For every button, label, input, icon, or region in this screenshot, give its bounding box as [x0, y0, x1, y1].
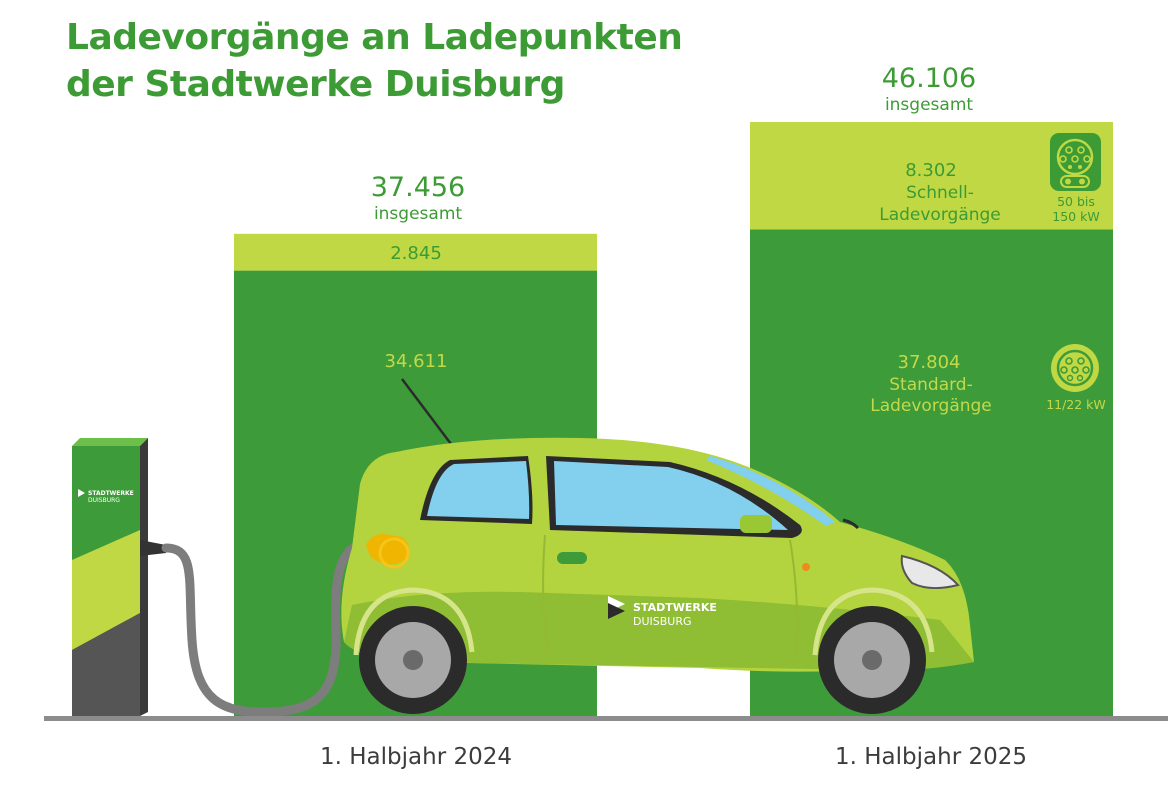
charging-station: STADTWERKE DUISBURG	[72, 438, 166, 716]
standard-value-2024: 34.611	[385, 351, 448, 372]
title-line-1: Ladevorgänge an Ladepunkten	[66, 17, 683, 58]
car-brand-line-1: STADTWERKE	[633, 601, 717, 614]
category-label-2025: 1. Halbjahr 2025	[835, 744, 1027, 770]
ccs-plug-icon	[1050, 133, 1101, 191]
standard-value-2025: 37.804	[898, 352, 961, 373]
standard-power-label: 11/22 kW	[1046, 397, 1106, 412]
standard-name-line-1: Standard-	[889, 375, 972, 395]
fast-name-line-1: Schnell-	[906, 183, 974, 203]
total-sublabel-2024: insgesamt	[374, 204, 462, 224]
fast-power-line-2: 150 kW	[1052, 209, 1099, 224]
type2-plug-icon	[1051, 344, 1099, 392]
station-brand-line-1: STADTWERKE	[88, 490, 134, 497]
ground-line	[44, 716, 1168, 721]
category-label-2024: 1. Halbjahr 2024	[320, 744, 512, 770]
fast-value-2024: 2.845	[390, 243, 442, 264]
fast-value-2025: 8.302	[905, 160, 957, 181]
station-brand-line-2: DUISBURG	[88, 497, 120, 504]
fast-power-line-1: 50 bis	[1057, 194, 1095, 209]
total-value-2024: 37.456	[371, 172, 465, 203]
chart-title: Ladevorgänge an Ladepunkten der Stadtwer…	[66, 14, 766, 108]
charging-cable	[161, 538, 370, 717]
total-value-2025: 46.106	[882, 63, 976, 94]
car-antenna	[401, 378, 452, 445]
title-line-2: der Stadtwerke Duisburg	[66, 64, 565, 105]
fast-bar-2024	[234, 233, 597, 271]
total-sublabel-2025: insgesamt	[885, 95, 973, 115]
car-illustration: STADTWERKE DUISBURG	[341, 437, 974, 714]
standard-name-line-2: Ladevorgänge	[870, 396, 992, 416]
labels-group: 37.456 insgesamt 46.106 insgesamt 2.845 …	[371, 63, 1001, 416]
fast-name-line-2: Ladevorgänge	[879, 205, 1001, 225]
car-brand-line-2: DUISBURG	[633, 615, 692, 628]
